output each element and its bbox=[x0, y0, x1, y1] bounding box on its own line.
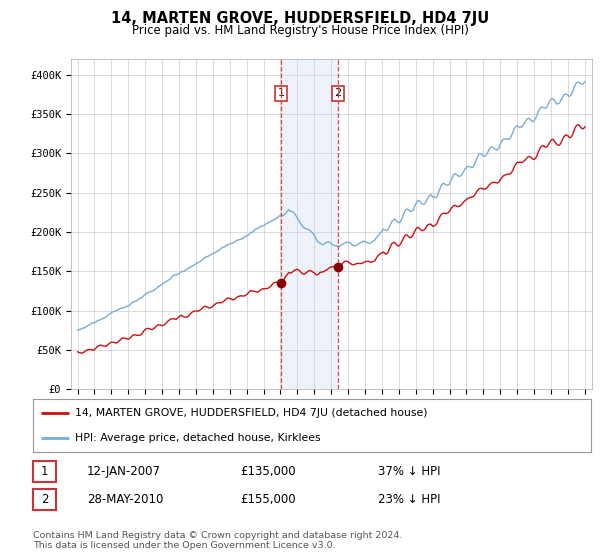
Text: 1: 1 bbox=[41, 465, 48, 478]
Text: £135,000: £135,000 bbox=[240, 465, 296, 478]
Text: 37% ↓ HPI: 37% ↓ HPI bbox=[378, 465, 440, 478]
Text: Price paid vs. HM Land Registry's House Price Index (HPI): Price paid vs. HM Land Registry's House … bbox=[131, 24, 469, 36]
Text: 2: 2 bbox=[335, 88, 341, 99]
Text: 14, MARTEN GROVE, HUDDERSFIELD, HD4 7JU (detached house): 14, MARTEN GROVE, HUDDERSFIELD, HD4 7JU … bbox=[75, 408, 427, 418]
Text: 14, MARTEN GROVE, HUDDERSFIELD, HD4 7JU: 14, MARTEN GROVE, HUDDERSFIELD, HD4 7JU bbox=[111, 11, 489, 26]
Bar bbox=[281, 59, 338, 389]
Text: 28-MAY-2010: 28-MAY-2010 bbox=[87, 493, 163, 506]
Text: 1: 1 bbox=[278, 88, 284, 99]
Text: Contains HM Land Registry data © Crown copyright and database right 2024.
This d: Contains HM Land Registry data © Crown c… bbox=[33, 531, 403, 550]
Text: HPI: Average price, detached house, Kirklees: HPI: Average price, detached house, Kirk… bbox=[75, 433, 320, 443]
Text: 23% ↓ HPI: 23% ↓ HPI bbox=[378, 493, 440, 506]
Text: 12-JAN-2007: 12-JAN-2007 bbox=[87, 465, 161, 478]
Text: 2: 2 bbox=[41, 493, 48, 506]
Text: £155,000: £155,000 bbox=[240, 493, 296, 506]
